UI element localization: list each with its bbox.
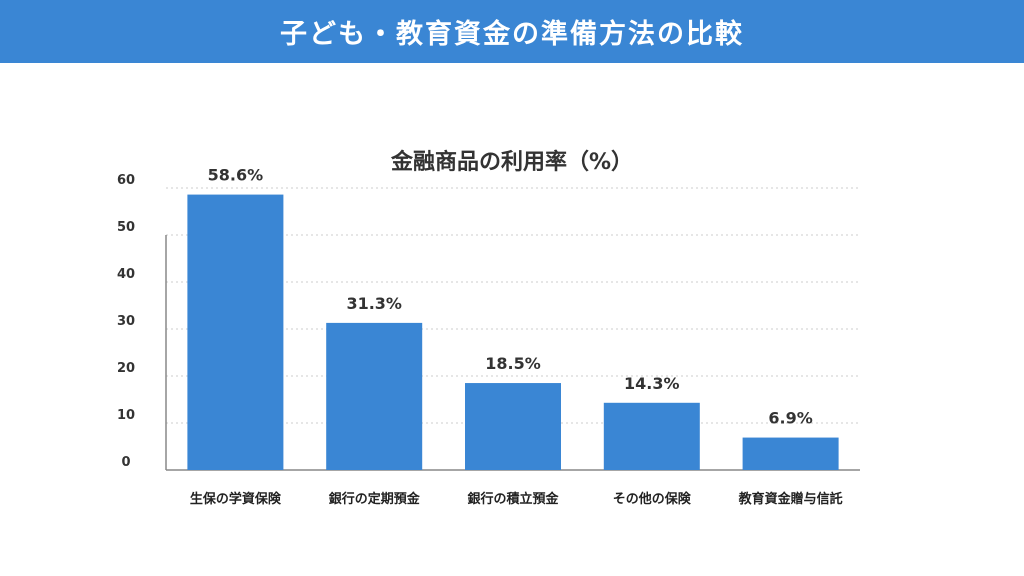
data-label: 31.3% xyxy=(346,294,402,313)
bar xyxy=(603,402,700,470)
bar xyxy=(465,383,561,470)
y-tick-label: 60 xyxy=(117,173,135,188)
data-label: 6.9% xyxy=(768,409,812,428)
y-tick-label: 50 xyxy=(117,220,135,235)
y-tick-label: 20 xyxy=(117,361,135,376)
y-tick-label: 30 xyxy=(117,314,135,329)
bar xyxy=(742,437,839,470)
x-tick-label: 銀行の定期預金 xyxy=(329,491,421,507)
y-tick-label: 40 xyxy=(117,267,135,282)
bar xyxy=(187,194,284,470)
y-tick-label: 10 xyxy=(117,408,135,423)
x-tick-label: 生保の学資保険 xyxy=(190,491,282,507)
x-tick-label: 銀行の積立預金 xyxy=(467,491,559,507)
y-tick-label: 0 xyxy=(121,455,130,470)
x-tick-label: その他の保険 xyxy=(613,491,692,507)
header-bar: 子ども・教育資金の準備方法の比較 xyxy=(0,0,1024,63)
data-label: 18.5% xyxy=(485,354,541,373)
bar xyxy=(326,322,423,470)
data-label: 14.3% xyxy=(624,374,680,393)
x-tick-label: 教育資金贈与信託 xyxy=(738,491,843,507)
chart-title: 金融商品の利用率（%） xyxy=(390,150,634,175)
page-title: 子ども・教育資金の準備方法の比較 xyxy=(280,19,744,50)
data-label: 58.6% xyxy=(208,166,264,185)
